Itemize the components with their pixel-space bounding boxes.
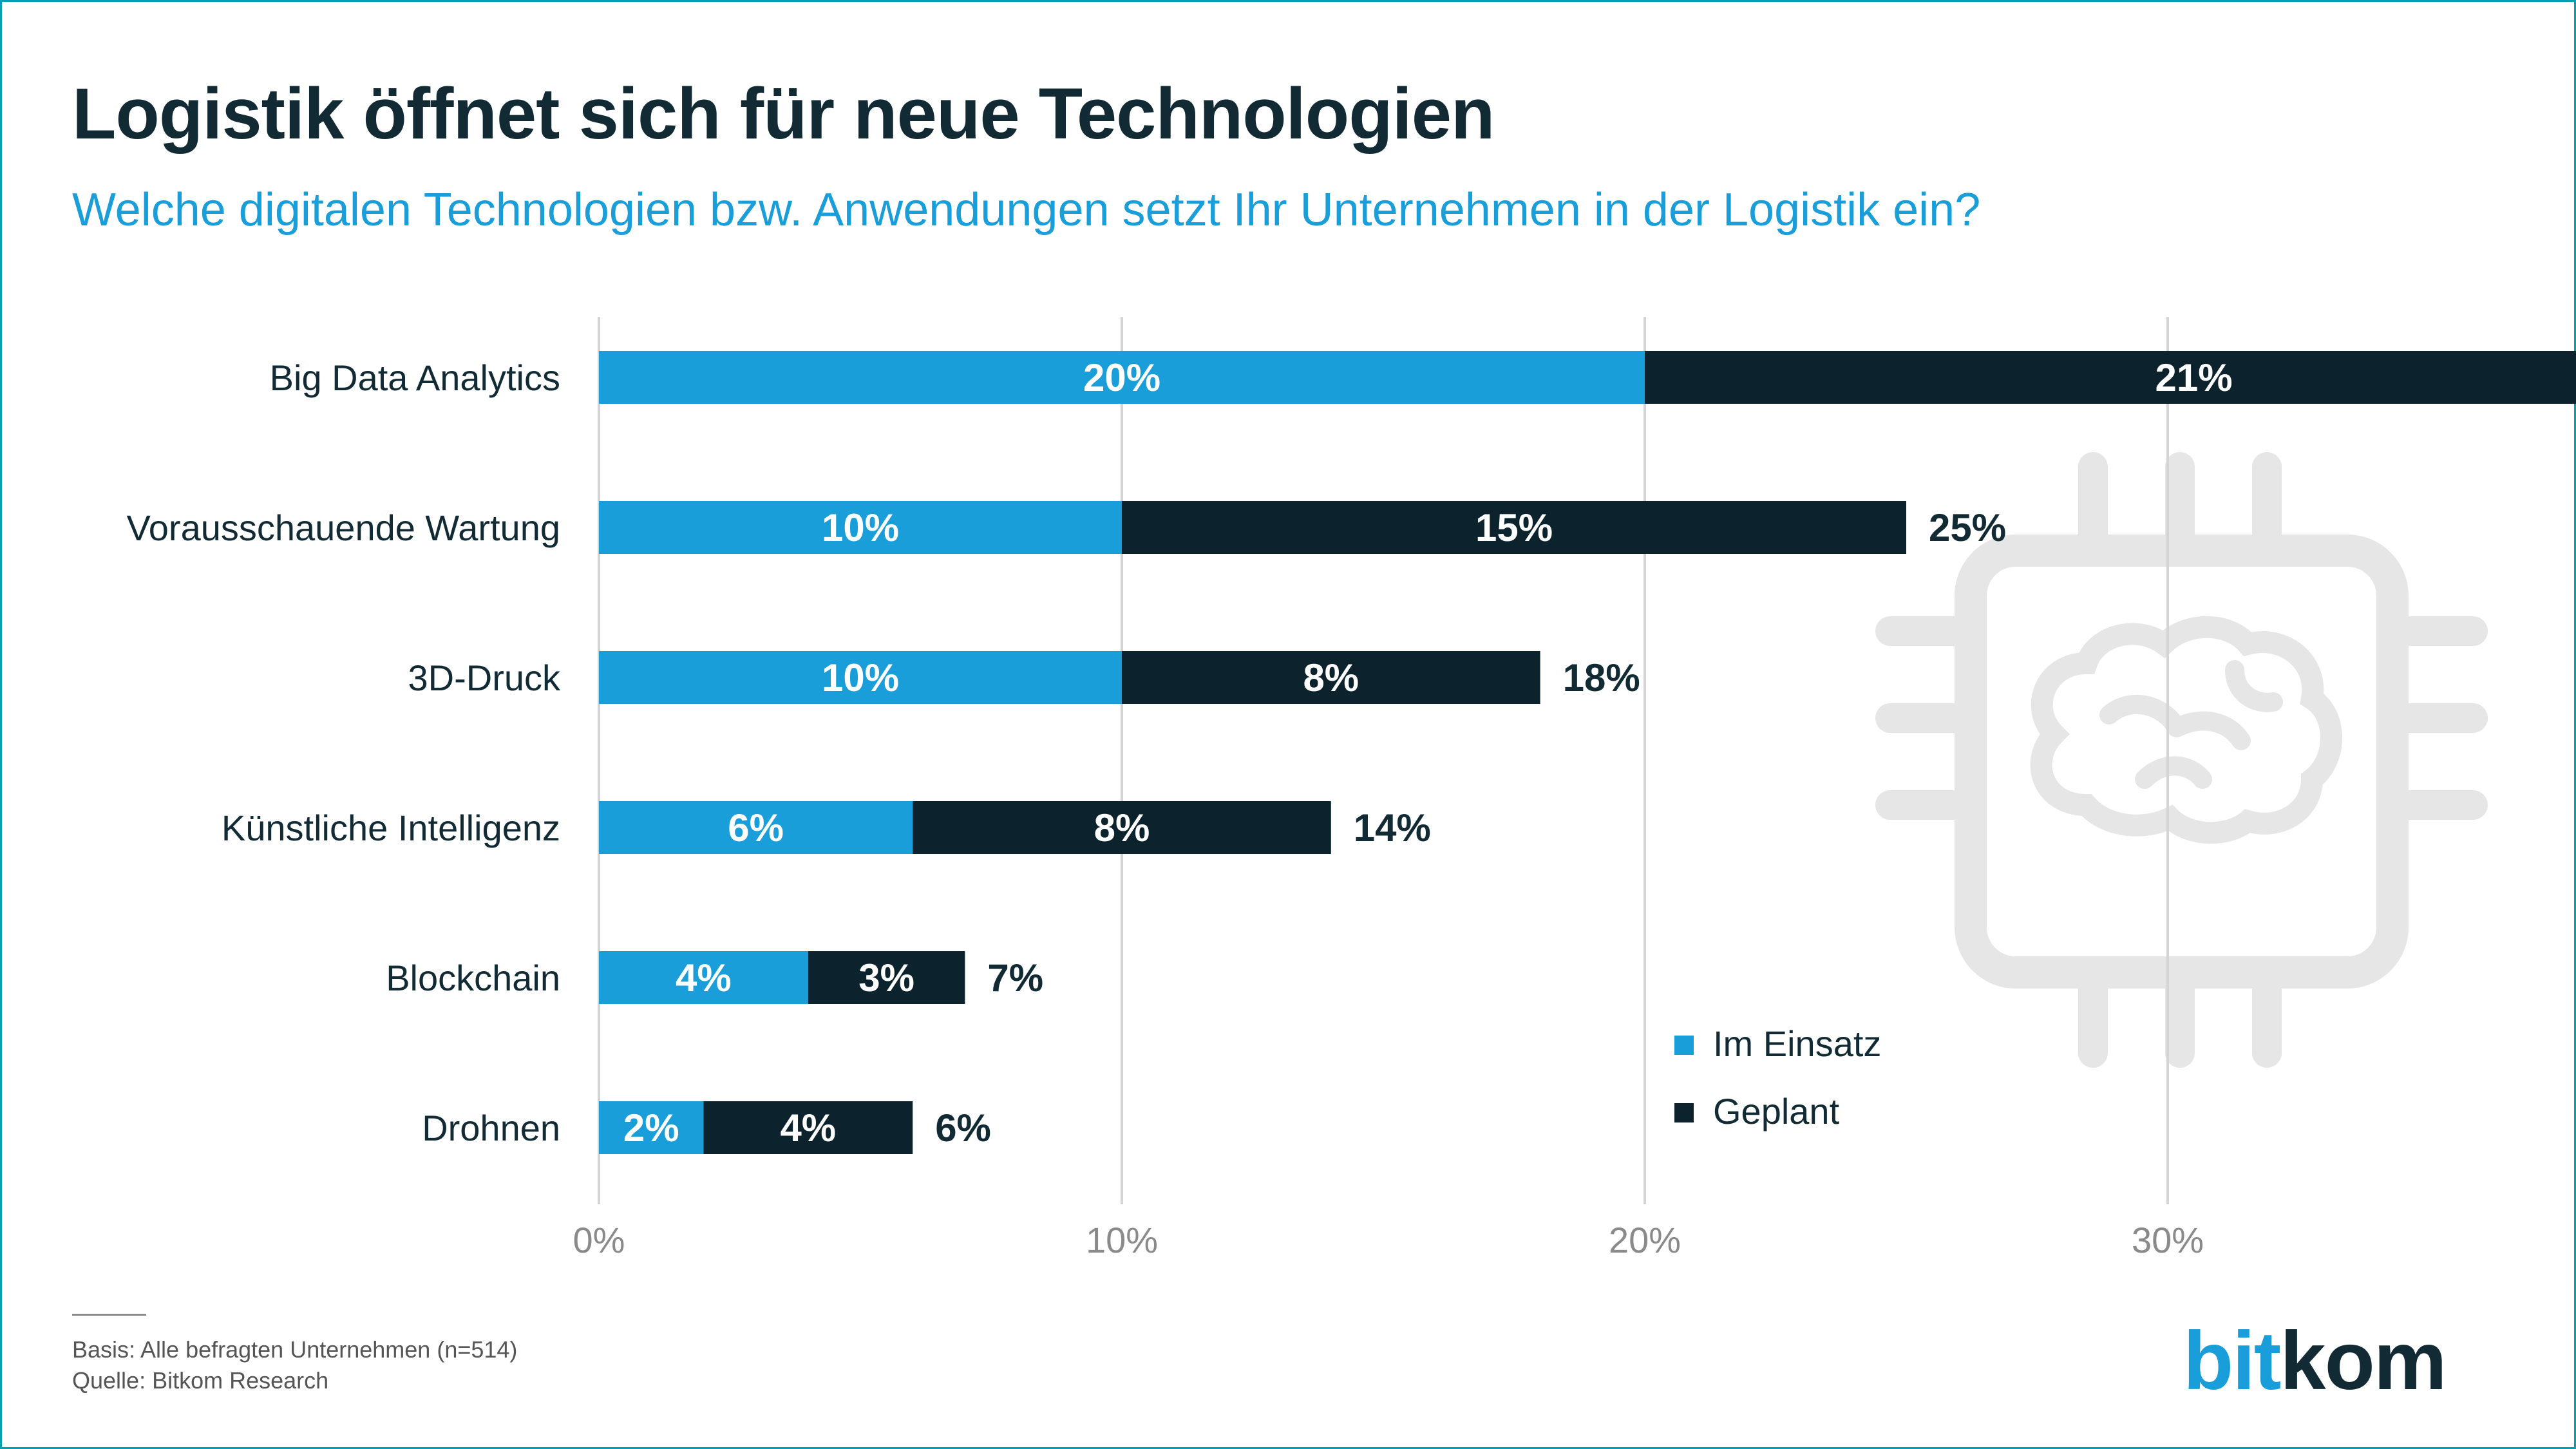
- basis-note: Basis: Alle befragten Unternehmen (n=514…: [72, 1336, 518, 1363]
- bar-segment-im-einsatz: [599, 501, 1122, 554]
- segment-value-label: 8%: [1094, 806, 1150, 849]
- category-label: Drohnen: [422, 1108, 560, 1148]
- segment-value-label: 4%: [676, 956, 732, 999]
- chip-brain-icon: [1875, 452, 2488, 1068]
- segment-value-label: 3%: [858, 956, 914, 999]
- segment-value-label: 2%: [623, 1106, 679, 1150]
- legend-label: Im Einsatz: [1713, 1023, 1881, 1064]
- bar-segment-geplant: [1122, 651, 1540, 704]
- legend-swatch: [1674, 1036, 1694, 1055]
- segment-value-label: 20%: [1083, 356, 1160, 399]
- segment-value-label: 6%: [728, 806, 784, 849]
- category-label: Vorausschauende Wartung: [127, 507, 560, 548]
- segment-value-label: 21%: [2155, 356, 2233, 399]
- gridlines: 0%10%20%30%40%50%: [573, 317, 2204, 1260]
- x-tick-label: 30%: [2132, 1220, 2204, 1260]
- category-label: 3D-Druck: [408, 658, 561, 698]
- x-tick-label: 10%: [1086, 1220, 1158, 1260]
- logo-part-kom: kom: [2280, 1315, 2447, 1407]
- bar-segment-im-einsatz: [599, 651, 1122, 704]
- category-label: Künstliche Intelligenz: [222, 808, 560, 848]
- footer-divider: [72, 1314, 146, 1316]
- total-value-label: 7%: [987, 956, 1043, 999]
- category-label: Blockchain: [386, 958, 560, 998]
- bar-segment-geplant: [913, 801, 1331, 854]
- labels: Big Data Analytics20%21%41%Vorausschauen…: [127, 356, 2233, 1150]
- total-value-label: 14%: [1354, 806, 1431, 849]
- segment-value-label: 15%: [1475, 506, 1553, 549]
- total-value-label: 25%: [1929, 506, 2006, 549]
- bitkom-logo: bitkom: [2183, 1314, 2447, 1408]
- bar-segment-im-einsatz: [599, 801, 913, 854]
- category-label: Big Data Analytics: [270, 357, 560, 398]
- segment-value-label: 4%: [780, 1106, 836, 1150]
- segment-value-label: 10%: [822, 656, 899, 699]
- chart-subtitle: Welche digitalen Technologien bzw. Anwen…: [72, 184, 1981, 236]
- legend-label: Geplant: [1713, 1091, 1840, 1132]
- bar-segment-im-einsatz: [599, 951, 808, 1004]
- x-tick-label: 0%: [573, 1220, 625, 1260]
- chart-title: Logistik öffnet sich für neue Technologi…: [72, 73, 1495, 154]
- x-tick-label: 20%: [1609, 1220, 1681, 1260]
- logo-part-bit: bit: [2183, 1315, 2281, 1407]
- bar-segment-geplant: [1645, 351, 2576, 404]
- total-value-label: 6%: [935, 1106, 991, 1150]
- segment-value-label: 10%: [822, 506, 899, 549]
- total-value-label: 18%: [1563, 656, 1640, 699]
- bar-segment-geplant: [1122, 501, 1906, 554]
- bars: [599, 351, 2576, 1154]
- legend-swatch: [1674, 1103, 1694, 1122]
- bar-segment-geplant: [808, 951, 965, 1004]
- bar-segment-geplant: [703, 1101, 913, 1154]
- source-note: Quelle: Bitkom Research: [72, 1367, 329, 1394]
- bar-segment-im-einsatz: [599, 1101, 704, 1154]
- bar-segment-im-einsatz: [599, 351, 1645, 404]
- segment-value-label: 8%: [1303, 656, 1359, 699]
